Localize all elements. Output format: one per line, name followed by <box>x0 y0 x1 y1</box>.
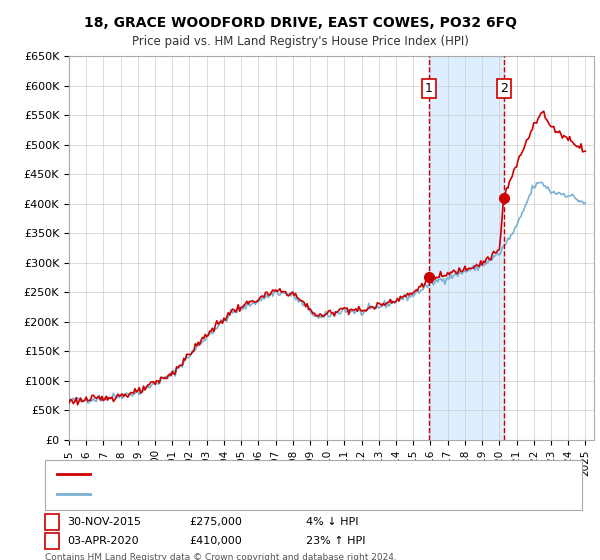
Text: 03-APR-2020: 03-APR-2020 <box>67 536 139 546</box>
Text: 18, GRACE WOODFORD DRIVE, EAST COWES, PO32 6FQ: 18, GRACE WOODFORD DRIVE, EAST COWES, PO… <box>83 16 517 30</box>
Text: 2: 2 <box>500 82 508 95</box>
Text: 18, GRACE WOODFORD DRIVE, EAST COWES, PO32 6FQ (detached house): 18, GRACE WOODFORD DRIVE, EAST COWES, PO… <box>95 469 481 479</box>
Text: £410,000: £410,000 <box>189 536 242 546</box>
Text: Contains HM Land Registry data © Crown copyright and database right 2024.
This d: Contains HM Land Registry data © Crown c… <box>45 553 397 560</box>
Text: 1: 1 <box>49 515 56 529</box>
Text: HPI: Average price, detached house, Isle of Wight: HPI: Average price, detached house, Isle… <box>95 489 353 499</box>
Text: £275,000: £275,000 <box>189 517 242 527</box>
Text: 4% ↓ HPI: 4% ↓ HPI <box>306 517 359 527</box>
Text: 30-NOV-2015: 30-NOV-2015 <box>67 517 141 527</box>
Text: Price paid vs. HM Land Registry's House Price Index (HPI): Price paid vs. HM Land Registry's House … <box>131 35 469 48</box>
Text: 1: 1 <box>425 82 433 95</box>
Text: 23% ↑ HPI: 23% ↑ HPI <box>306 536 365 546</box>
Text: 2: 2 <box>49 534 56 548</box>
Bar <box>429 56 503 440</box>
